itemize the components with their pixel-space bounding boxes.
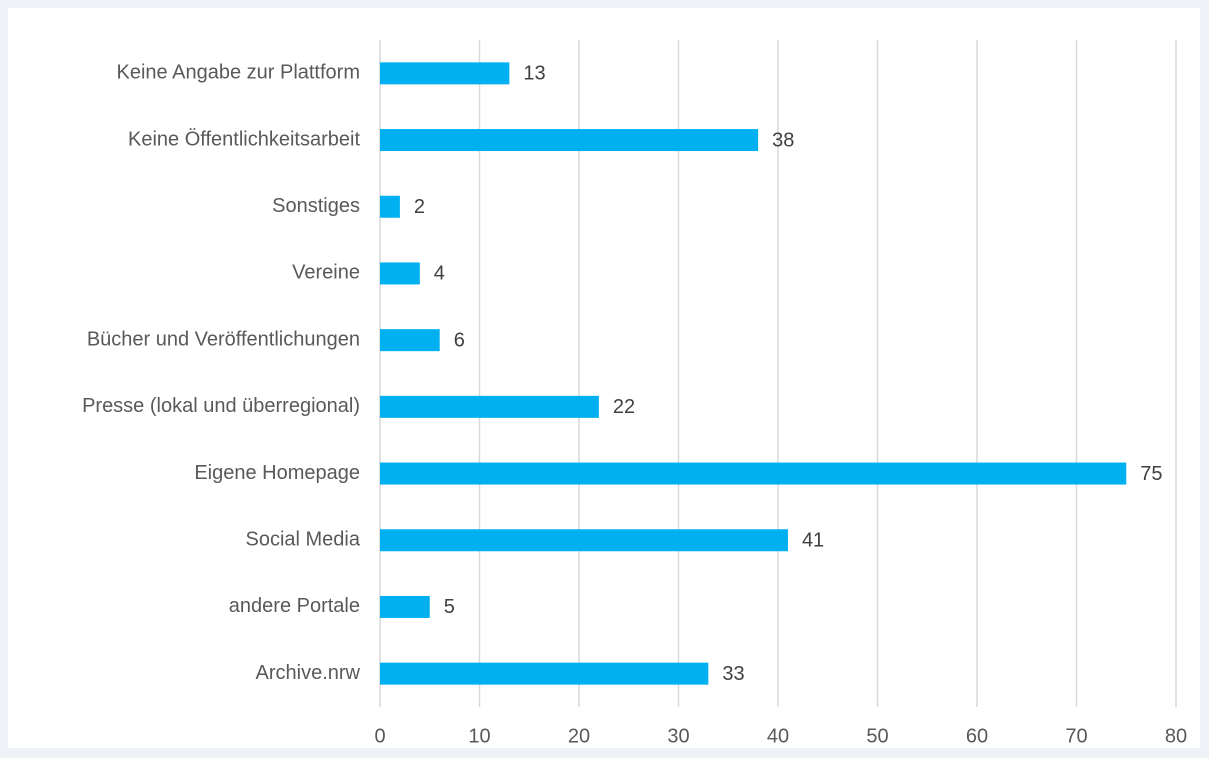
data-label: 5: [444, 596, 455, 618]
chart-panel: [8, 8, 1200, 748]
x-tick-label: 20: [568, 725, 590, 747]
bar: [380, 195, 400, 218]
data-label: 2: [414, 196, 425, 218]
y-tick-label: Presse (lokal und überregional): [82, 395, 360, 417]
bar: [380, 129, 759, 152]
y-tick-label: Vereine: [292, 262, 360, 284]
y-tick-label: andere Portale: [229, 595, 360, 617]
x-tick-label: 10: [468, 725, 490, 747]
bar: [380, 262, 420, 285]
data-label: 13: [523, 63, 545, 85]
data-label: 4: [434, 263, 445, 285]
data-label: 33: [722, 663, 744, 685]
bar: [380, 462, 1127, 485]
x-tick-label: 80: [1165, 725, 1187, 747]
x-tick-label: 0: [374, 725, 385, 747]
bar: [380, 662, 709, 685]
bar: [380, 329, 440, 352]
y-tick-label: Sonstiges: [272, 195, 360, 217]
y-tick-label: Social Media: [245, 529, 360, 551]
data-label: 38: [772, 129, 794, 151]
data-label: 41: [802, 530, 824, 552]
data-label: 75: [1140, 463, 1162, 485]
x-tick-label: 40: [767, 725, 789, 747]
x-tick-label: 50: [866, 725, 888, 747]
bar: [380, 62, 510, 85]
x-tick-label: 70: [1065, 725, 1087, 747]
x-tick-label: 30: [667, 725, 689, 747]
y-tick-label: Keine Öffentlichkeitsarbeit: [128, 128, 360, 150]
y-tick-label: Bücher und Veröffentlichungen: [87, 328, 360, 350]
y-tick-label: Eigene Homepage: [194, 462, 360, 484]
bar: [380, 529, 788, 552]
data-label: 6: [454, 329, 465, 351]
bar: [380, 395, 599, 418]
x-tick-label: 60: [966, 725, 988, 747]
y-tick-label: Keine Angabe zur Plattform: [117, 62, 360, 84]
y-tick-label: Archive.nrw: [256, 662, 361, 684]
data-label: 22: [613, 396, 635, 418]
bar: [380, 595, 430, 618]
